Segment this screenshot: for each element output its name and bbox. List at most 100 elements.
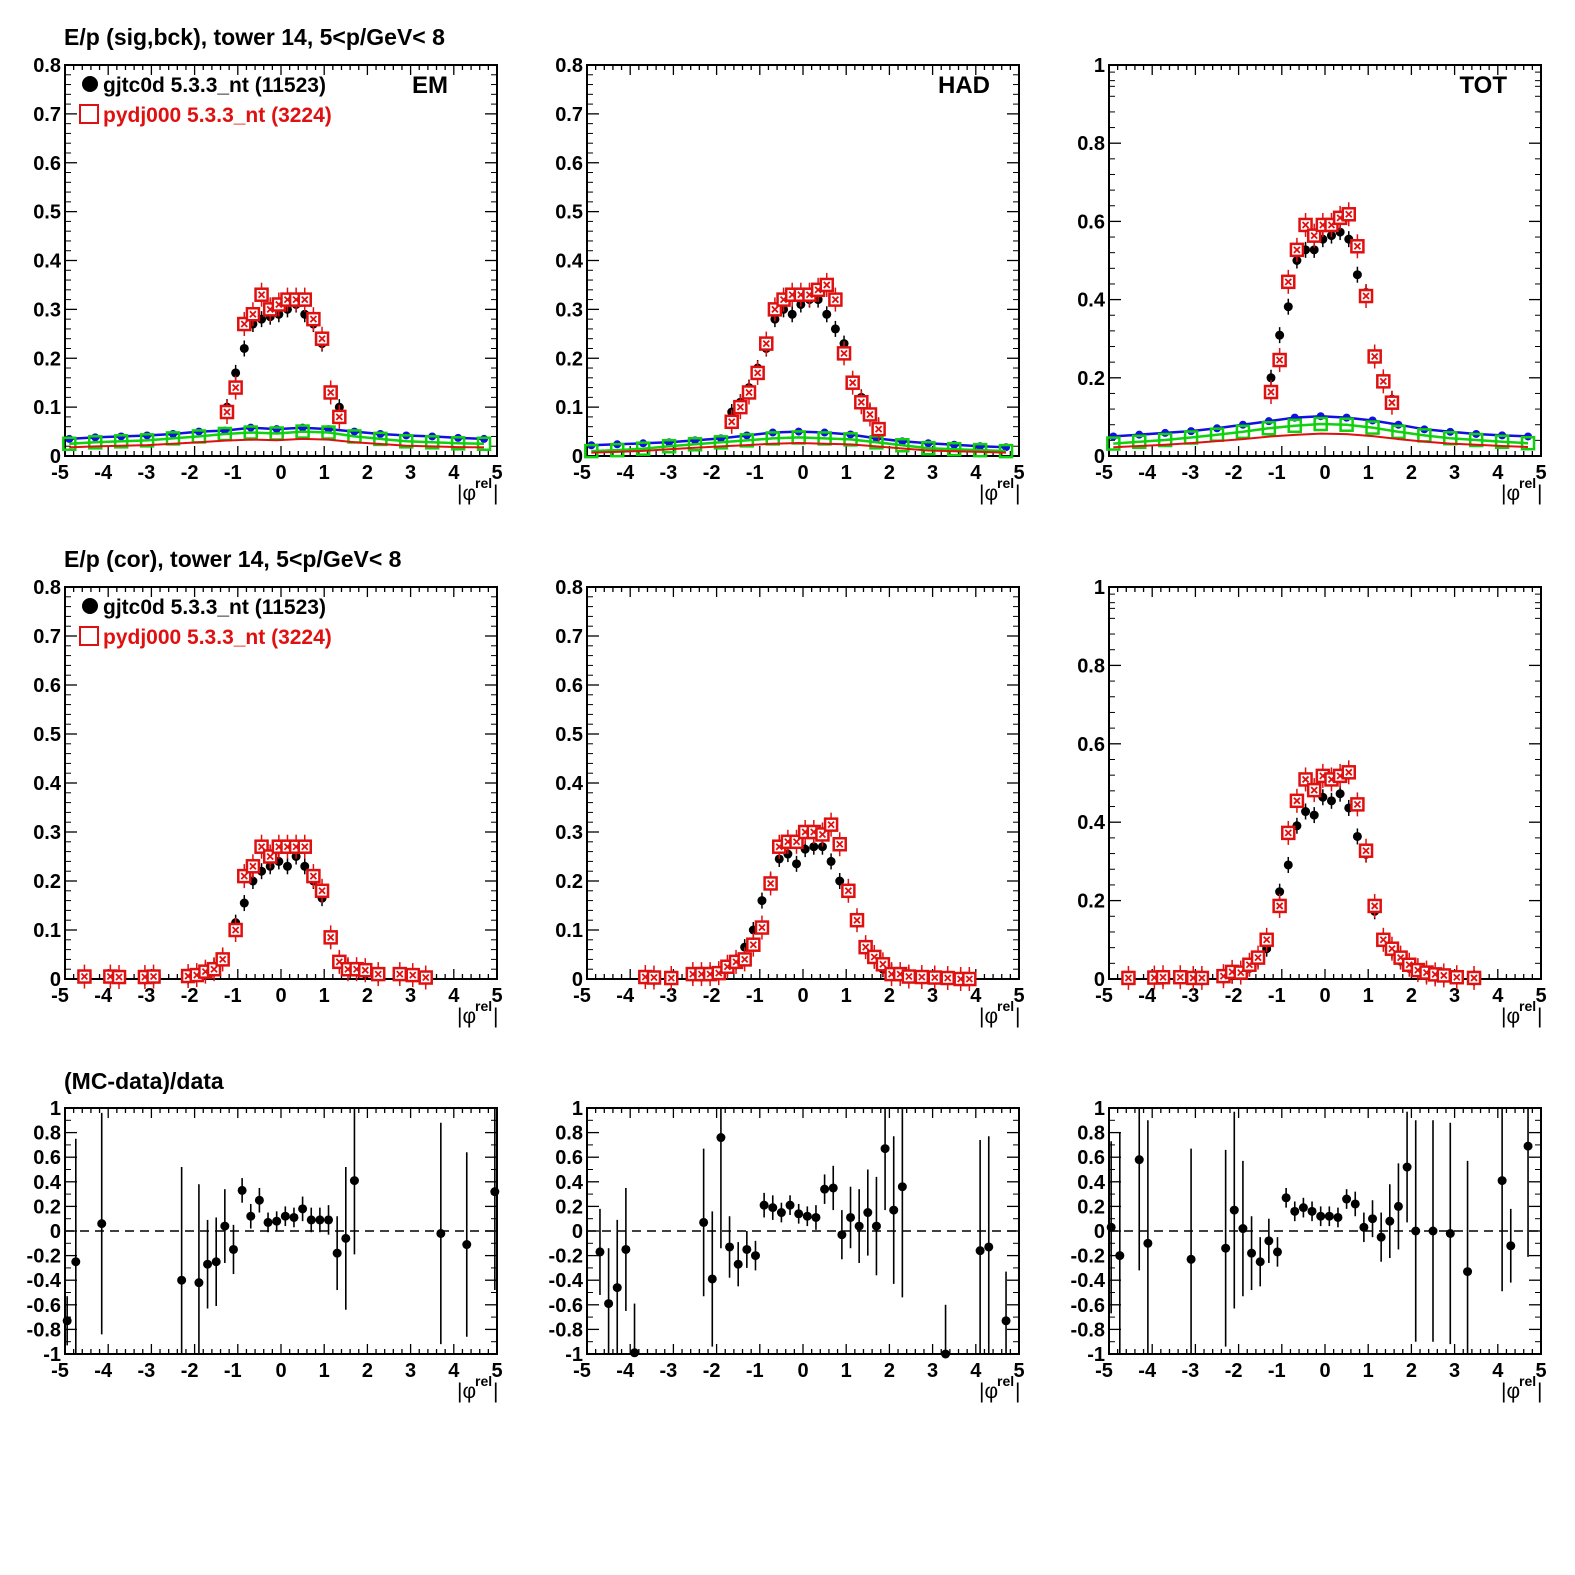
ratio-point xyxy=(324,1215,334,1225)
data-point xyxy=(300,861,310,871)
y-tick-label: 0.4 xyxy=(555,251,584,273)
x-tick-label: -2 xyxy=(181,462,199,484)
ratio-point xyxy=(811,1212,821,1222)
mc-point-cross xyxy=(1301,221,1310,229)
x-tick-label: 1 xyxy=(841,462,852,484)
y-tick-label: -0.2 xyxy=(27,1246,61,1268)
x-tick-label: 1 xyxy=(1363,1360,1374,1382)
x-tick-label: 4 xyxy=(970,985,982,1007)
x-tick-label: 2 xyxy=(362,462,373,484)
mc-point-cross xyxy=(905,972,913,981)
x-tick-label: 4 xyxy=(448,985,460,1007)
y-tick-label: 0.6 xyxy=(1077,1147,1105,1169)
x-tick-label: 5 xyxy=(1013,985,1024,1007)
ratio-point xyxy=(177,1275,187,1285)
y-tick-label: 0.6 xyxy=(1077,734,1105,756)
ratio-point xyxy=(280,1211,290,1221)
x-tick-label: 1 xyxy=(841,985,852,1007)
x-tick-label: 5 xyxy=(491,985,502,1007)
x-tick-label: 4 xyxy=(448,1360,460,1382)
x-tick-label: 4 xyxy=(1492,985,1504,1007)
ratio-point xyxy=(315,1215,325,1225)
ratio-point xyxy=(1115,1251,1125,1261)
x-axis-label-bar: | xyxy=(493,1005,498,1028)
data-point xyxy=(231,368,241,378)
panel-label-had: HAD xyxy=(938,72,990,99)
x-tick-label: -1 xyxy=(1268,462,1286,484)
ratio-point xyxy=(1238,1224,1248,1234)
y-tick-label: 0 xyxy=(572,1221,583,1243)
ratio-point xyxy=(941,1349,951,1359)
mc-point-cross xyxy=(266,852,274,861)
bck-mc-point xyxy=(895,437,910,453)
mc-background-curve xyxy=(69,437,485,449)
x-tick-label: -3 xyxy=(660,985,678,1007)
y-tick-label: 0 xyxy=(572,969,583,991)
mc-point-cross xyxy=(762,339,770,348)
mc-point-cross xyxy=(745,388,753,397)
y-tick-label: -0.6 xyxy=(27,1295,61,1317)
y-tick-label: 0 xyxy=(50,969,61,991)
ratio-point xyxy=(1428,1226,1438,1236)
x-tick-label: -4 xyxy=(616,462,635,484)
y-tick-label: 0.2 xyxy=(33,1196,61,1218)
mc-point-cross xyxy=(1388,399,1396,407)
ratio-point xyxy=(436,1228,446,1238)
ratio-point xyxy=(1376,1232,1386,1242)
ratio-point xyxy=(341,1233,351,1243)
ratio-point xyxy=(1359,1222,1369,1232)
x-tick-label: 2 xyxy=(884,985,895,1007)
x-axis-label-bar: | xyxy=(1537,1005,1542,1028)
mc-point-cross xyxy=(409,971,417,979)
mc-point-cross xyxy=(650,973,658,982)
x-tick-label: -1 xyxy=(224,462,242,484)
mc-point-cross xyxy=(232,383,240,392)
x-tick-label: -3 xyxy=(1182,1360,1200,1382)
x-tick-label: 2 xyxy=(884,462,895,484)
mc-point-cross xyxy=(853,916,861,924)
x-tick-label: -3 xyxy=(660,462,678,484)
ratio-point xyxy=(272,1216,282,1226)
mc-point-cross xyxy=(1453,973,1461,981)
ratio-point xyxy=(776,1208,786,1218)
mc-point-cross xyxy=(931,973,939,982)
legend-mc-label: pydj000 5.3.3_nt (3224) xyxy=(103,626,332,649)
bck-mc-point xyxy=(739,433,755,448)
ratio-point xyxy=(1247,1248,1257,1258)
x-tick-label: 5 xyxy=(1013,1360,1024,1382)
bck-mc-point xyxy=(1157,432,1173,448)
x-tick-label: -1 xyxy=(1268,985,1286,1007)
x-tick-label: 0 xyxy=(275,985,286,1007)
y-tick-label: 0.2 xyxy=(1077,1196,1105,1218)
ratio-point xyxy=(1497,1176,1507,1186)
bck-mc-point xyxy=(139,433,155,448)
ratio-point xyxy=(1255,1257,1265,1267)
ratio-point xyxy=(612,1283,622,1293)
bck_mc-curve xyxy=(591,436,1007,453)
y-tick-label: 0.2 xyxy=(1077,368,1105,390)
ratio-point xyxy=(1411,1226,1421,1236)
y-tick-label: 0.8 xyxy=(555,1123,583,1145)
y-tick-label: 1 xyxy=(572,1098,583,1120)
y-tick-label: 0.1 xyxy=(33,920,61,942)
ratio-point xyxy=(897,1182,907,1192)
mc-point-cross xyxy=(1310,231,1318,240)
bck-mc-point xyxy=(62,436,77,452)
x-tick-label: 1 xyxy=(1363,462,1374,484)
mc-point-cross xyxy=(866,410,874,419)
ratio-point xyxy=(62,1316,72,1326)
bck-mc-point xyxy=(424,435,440,450)
x-tick-label: -2 xyxy=(1225,985,1243,1007)
mc-point-cross xyxy=(1263,936,1271,944)
ratio-point xyxy=(1264,1236,1274,1246)
y-tick-label: 0.3 xyxy=(555,822,583,844)
mc-point-cross xyxy=(840,349,848,357)
bck-mc-point xyxy=(584,443,599,459)
y-tick-label: 0.4 xyxy=(33,1172,62,1194)
mc-point-cross xyxy=(758,923,766,932)
bck-mc-point xyxy=(476,436,492,452)
